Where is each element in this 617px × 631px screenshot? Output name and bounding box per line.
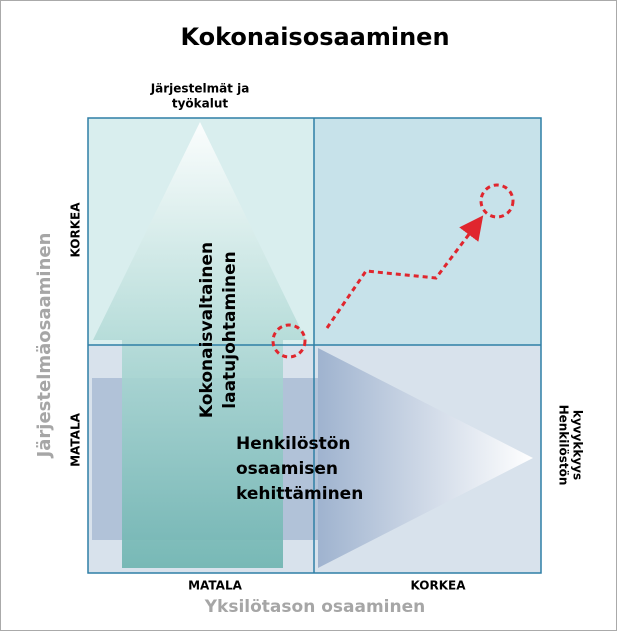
right-arrow-head (318, 348, 533, 568)
y-high: KORKEA (69, 202, 83, 258)
grid-lines (87, 117, 542, 574)
right-arrow-label: osaamisen (236, 459, 338, 479)
up-arrow-label: laatujohtaminen (220, 251, 240, 408)
title: Kokonaisosaaminen (180, 23, 449, 51)
right-arrow-label: kehittäminen (236, 484, 363, 504)
x-title: Yksilötason osaaminen (204, 597, 426, 617)
trend-path (271, 183, 515, 359)
right-arrow-label: Henkilöstön (236, 434, 351, 454)
top-label: Järjestelmät ja (150, 82, 250, 96)
up-arrow-label: Kokonaisvaltainen (197, 242, 217, 418)
top-label: työkalut (172, 97, 229, 111)
right-label: Henkilöstön (557, 405, 571, 486)
y-title: Järjestelmäosaaminen (34, 233, 55, 460)
quadrant (314, 118, 541, 345)
y-low: MATALA (69, 412, 83, 466)
x-high: KORKEA (411, 579, 467, 593)
x-low: MATALA (188, 579, 242, 593)
right-label: kyvykkyys (571, 410, 585, 480)
